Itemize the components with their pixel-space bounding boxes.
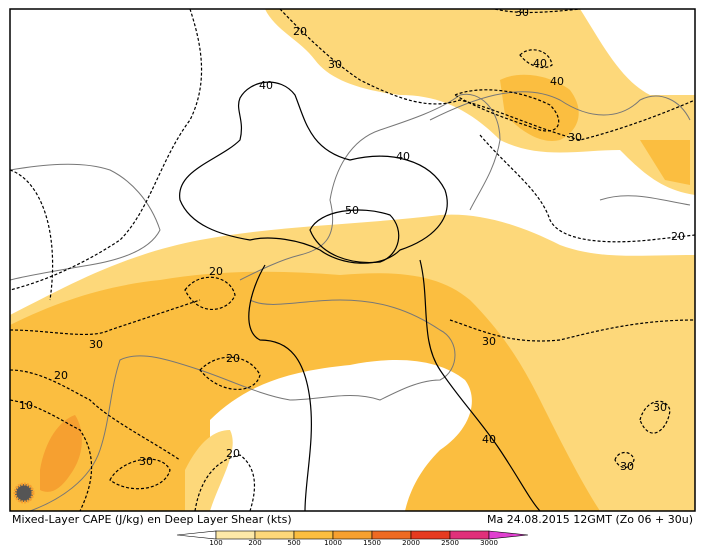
contour-label: 40	[550, 75, 564, 88]
contour-label: 20	[293, 25, 307, 38]
contour-label: 30	[620, 460, 634, 473]
contour-label: 40	[396, 150, 410, 163]
contour-label: 30	[328, 58, 342, 71]
colorbar-label: 2000	[402, 539, 420, 546]
contour-label: 40	[482, 433, 496, 446]
colorbar-label: 1500	[363, 539, 381, 546]
colorbar-label: 1000	[324, 539, 342, 546]
contour-label: 50	[345, 204, 359, 217]
contour-label: 30	[139, 455, 153, 468]
colorbar: 100 200 500 1000 1500 2000 2500 3000	[176, 530, 529, 547]
contour-label: 20	[226, 447, 240, 460]
colorbar-label: 3000	[480, 539, 498, 546]
colorbar-label: 500	[287, 539, 300, 546]
contour-label: 20	[54, 369, 68, 382]
colorbar-segment	[254, 530, 295, 540]
colorbar-arrow	[488, 530, 529, 540]
colorbar-label: 200	[248, 539, 261, 546]
caption: Mixed-Layer CAPE (J/kg) en Deep Layer Sh…	[12, 513, 292, 526]
colorbar-segment	[215, 530, 256, 540]
colorbar-segment	[371, 530, 412, 540]
contour-label: 20	[226, 352, 240, 365]
valid-time: Ma 24.08.2015 12GMT (Zo 06 + 30u)	[487, 513, 693, 526]
colorbar-segment	[449, 530, 490, 540]
contour-label: 30	[89, 338, 103, 351]
contour-label: 10	[19, 399, 33, 412]
contour-label: 30	[482, 335, 496, 348]
contour-label: 30	[653, 401, 667, 414]
colorbar-arrow	[176, 530, 217, 540]
colorbar-segment	[332, 530, 373, 540]
colorbar-segment	[410, 530, 451, 540]
colorbar-segment	[293, 530, 334, 540]
contour-label: 20	[209, 265, 223, 278]
contour-label: 20	[671, 230, 685, 243]
contour-label: 30	[568, 131, 582, 144]
colorbar-label: 100	[209, 539, 222, 546]
contour-label: 40	[259, 79, 273, 92]
contour-label: 30	[515, 6, 529, 19]
colorbar-label: 2500	[441, 539, 459, 546]
contour-label: 40	[533, 57, 547, 70]
map-frame	[9, 8, 696, 512]
